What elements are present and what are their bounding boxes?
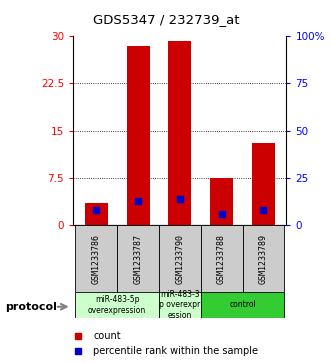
Bar (242, 225, 284, 292)
Text: control: control (229, 301, 256, 309)
Bar (117, 225, 159, 292)
Text: GSM1233789: GSM1233789 (259, 234, 268, 284)
Bar (252, 143, 275, 225)
Text: count: count (93, 331, 121, 341)
Text: percentile rank within the sample: percentile rank within the sample (93, 346, 258, 356)
Bar (127, 46, 150, 225)
Bar (168, 41, 191, 225)
Text: protocol: protocol (5, 302, 57, 312)
Text: GSM1233788: GSM1233788 (217, 234, 226, 284)
Text: GSM1233787: GSM1233787 (134, 234, 143, 284)
Bar (159, 225, 201, 292)
Bar (75, 292, 159, 318)
Text: GDS5347 / 232739_at: GDS5347 / 232739_at (93, 13, 240, 26)
Bar (201, 292, 284, 318)
Bar (159, 292, 201, 318)
Bar (85, 203, 108, 225)
Text: GSM1233786: GSM1233786 (92, 234, 101, 284)
Bar (201, 225, 242, 292)
Text: miR-483-5p
overexpression: miR-483-5p overexpression (88, 295, 146, 315)
Text: miR-483-3
p overexpr
ession: miR-483-3 p overexpr ession (159, 290, 200, 320)
Bar (75, 225, 117, 292)
Text: GSM1233790: GSM1233790 (175, 234, 184, 284)
Bar (210, 178, 233, 225)
